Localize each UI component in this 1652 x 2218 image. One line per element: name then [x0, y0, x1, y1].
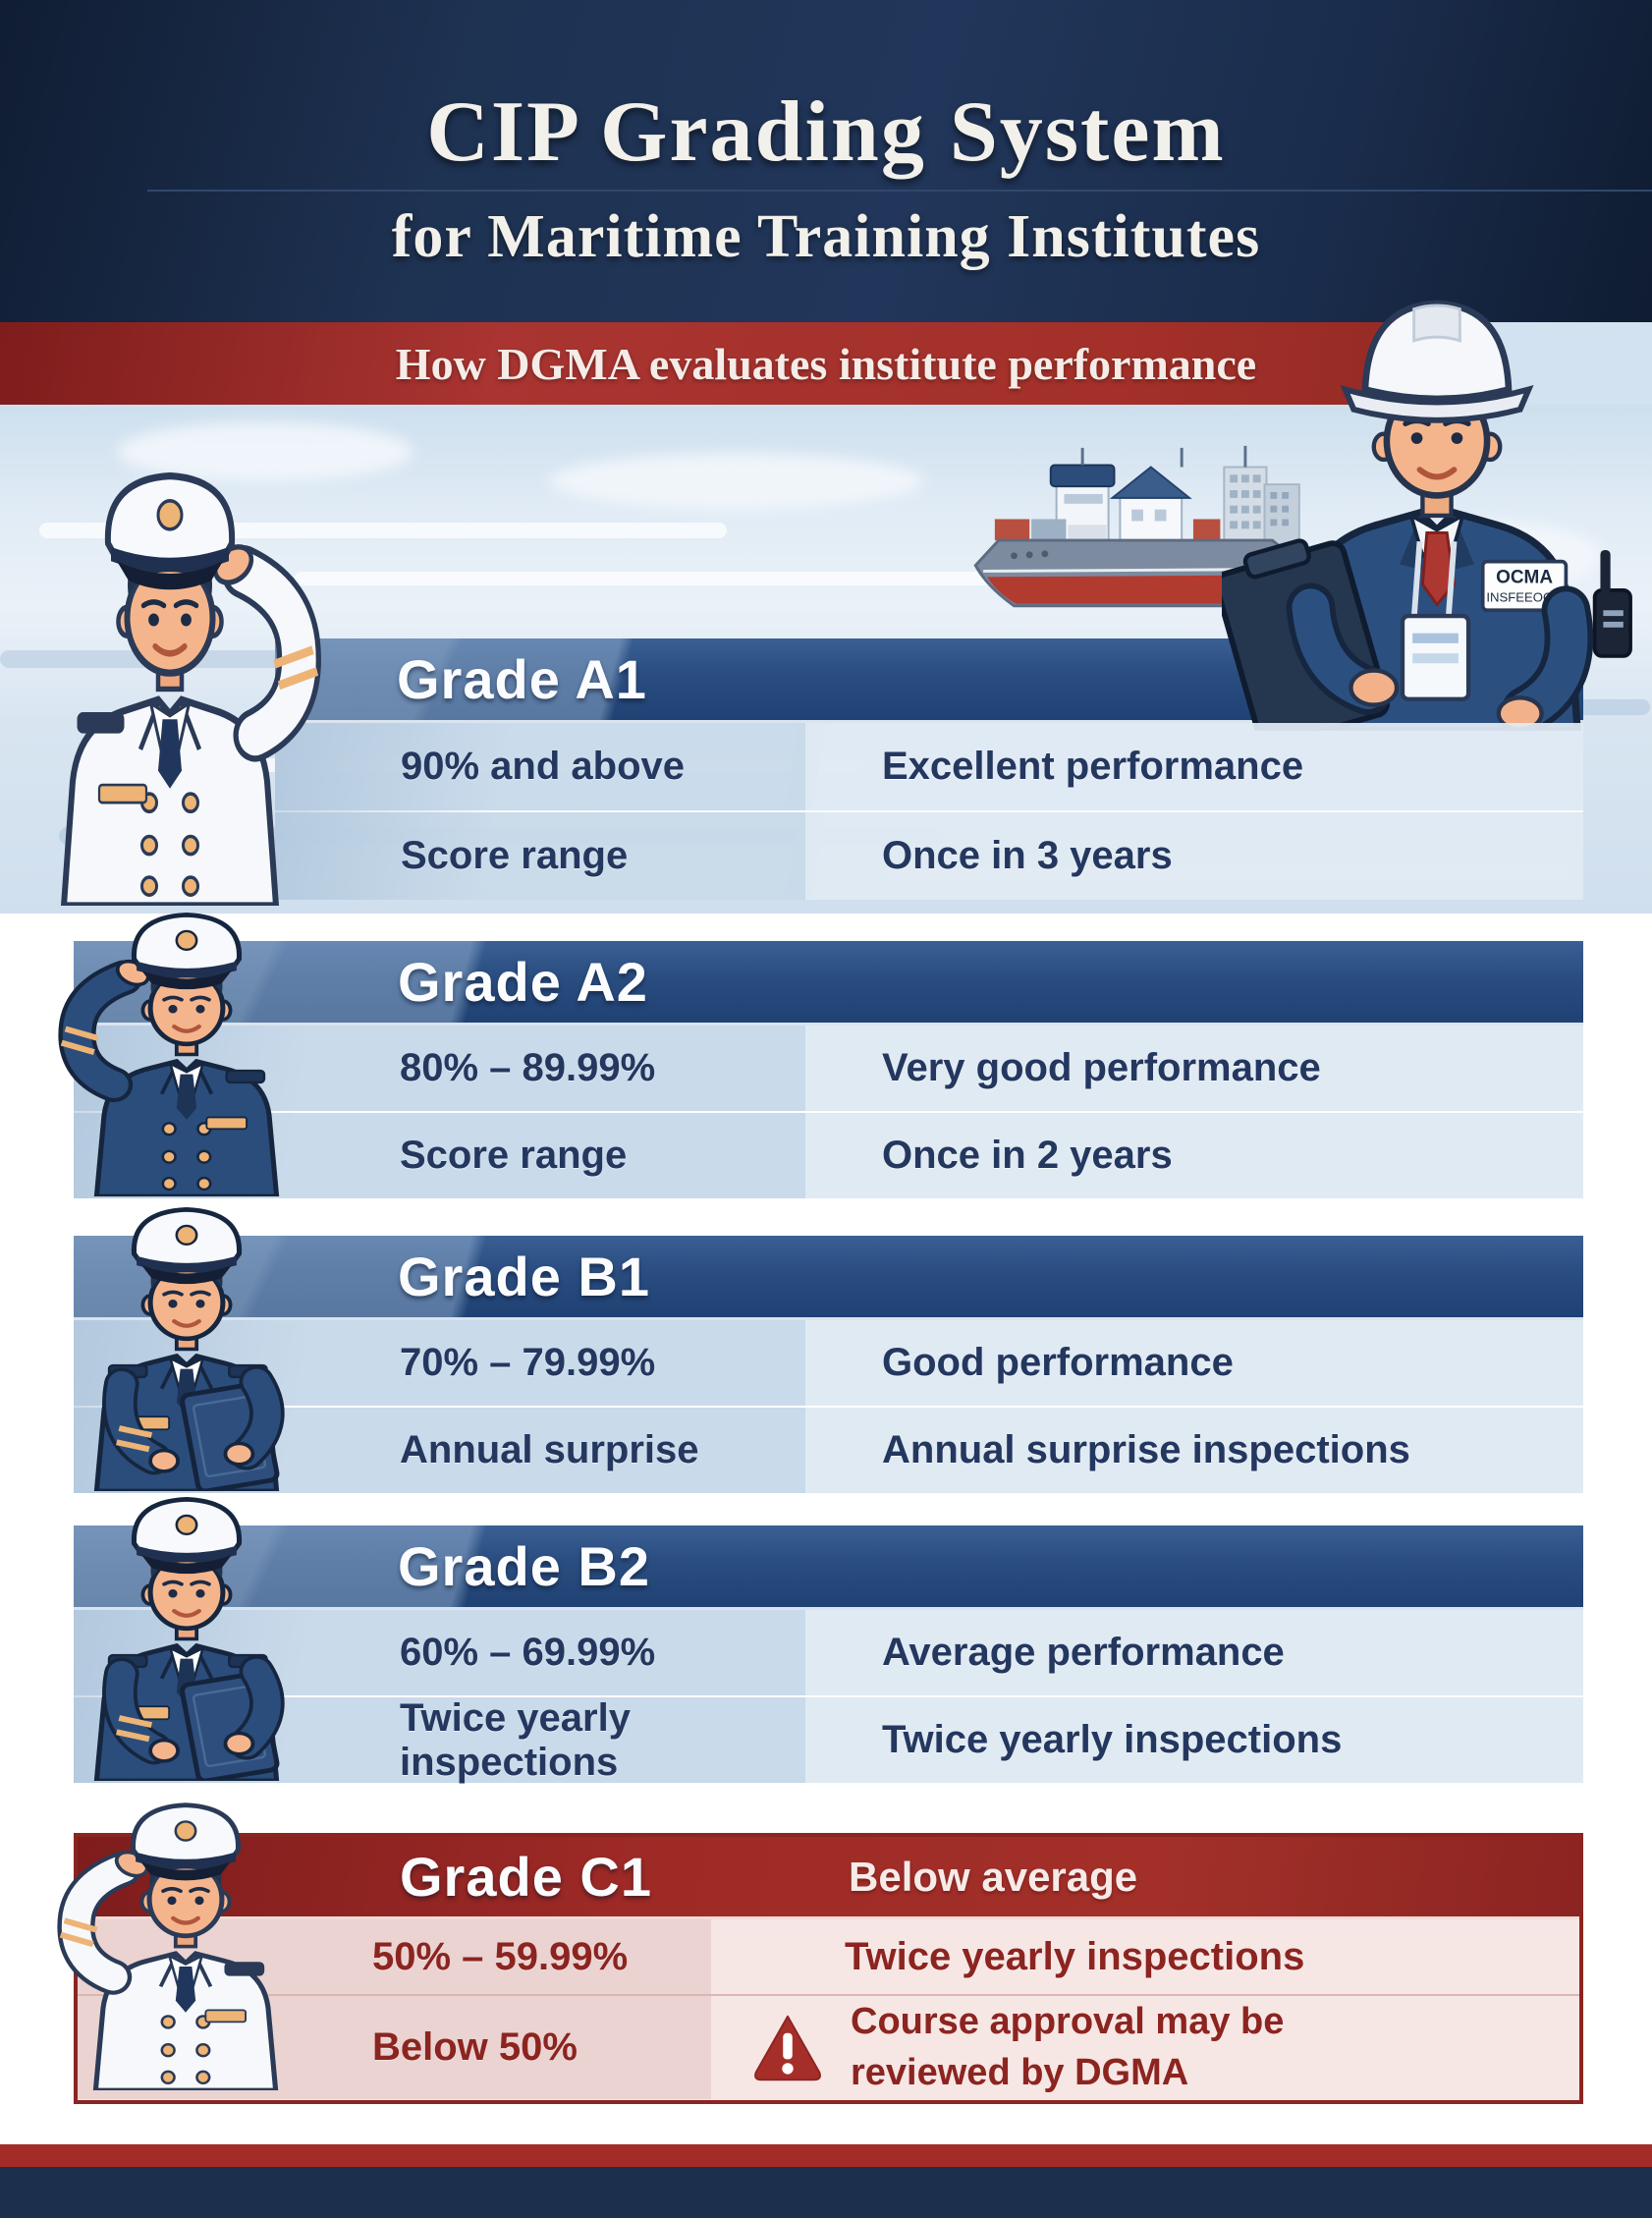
grade-c1-band: Grade C1 Below average 50% – 59.99% Twic…: [74, 1833, 1583, 2104]
grade-c1-title: Grade C1: [400, 1846, 652, 1908]
c1-row2-label: Below 50%: [372, 2025, 578, 2069]
a2-row2-label: Score range: [400, 1134, 628, 1177]
officer-b2-illustration: [49, 1478, 324, 1781]
b1-score: 70% – 79.99%: [400, 1341, 656, 1384]
grade-a1-band: Grade A1 90% and above Excellent perform…: [275, 638, 1583, 900]
page-title: CIP Grading System: [426, 84, 1226, 180]
c1-warning-text: Course approval may be reviewed by DGMA: [851, 2001, 1285, 2093]
harbor-scene: Grade A1 90% and above Excellent perform…: [0, 300, 1652, 914]
grade-b2-header: Grade B2: [74, 1525, 1583, 1610]
b2-score: 60% – 69.99%: [400, 1631, 656, 1674]
grade-b2-band: Grade B2 60% – 69.99% Average performanc…: [74, 1525, 1583, 1784]
captain-a1-illustration: [8, 444, 332, 906]
warning-icon: [754, 2015, 821, 2080]
svg-text:OCMA: OCMA: [1496, 568, 1553, 588]
grade-a2-title: Grade A2: [398, 951, 648, 1013]
svg-text:INSFEEOOR: INSFEEOOR: [1486, 590, 1562, 605]
c1-frequency: Twice yearly inspections: [845, 1934, 1305, 1978]
grade-b1-header: Grade B1: [74, 1236, 1583, 1320]
cloud-icon: [550, 454, 923, 509]
b1-row2-label: Annual surprise: [400, 1428, 699, 1471]
banner-text: How DGMA evaluates institute performance: [395, 338, 1257, 389]
grade-c1-header: Grade C1 Below average: [78, 1837, 1579, 1919]
officer-c1-illustration: [48, 1784, 323, 2090]
officer-a2-illustration: [49, 894, 324, 1196]
a1-row2-label: Score range: [401, 834, 629, 877]
footer-red-stripe: [0, 2144, 1652, 2167]
hard-hat-icon: [1340, 300, 1534, 423]
b1-frequency: Annual surprise inspections: [882, 1428, 1410, 1471]
c1-score: 50% – 59.99%: [372, 1934, 629, 1978]
c1-note: Below average: [849, 1853, 1138, 1900]
a2-performance: Very good performance: [882, 1046, 1321, 1089]
red-tie: [1420, 530, 1457, 607]
grade-b2-title: Grade B2: [398, 1535, 650, 1597]
walkie-talkie-icon: [1592, 549, 1632, 658]
grade-a1-title: Grade A1: [397, 648, 647, 710]
grade-a2-band: Grade A2 80% – 89.99% Very good performa…: [74, 941, 1583, 1198]
inspector-illustration: OCMA INSFEEOOR: [1222, 300, 1632, 731]
page-subtitle: for Maritime Training Institutes: [391, 203, 1261, 270]
table-row: Score range Once in 3 years: [275, 810, 1583, 900]
a1-frequency: Once in 3 years: [882, 834, 1173, 877]
b2-row2-label: Twice yearly inspections: [400, 1695, 631, 1784]
cloud-icon: [118, 422, 413, 481]
table-row: 90% and above Excellent performance: [275, 723, 1583, 810]
b2-frequency: Twice yearly inspections: [882, 1718, 1343, 1761]
b2-performance: Average performance: [882, 1631, 1285, 1674]
header: CIP Grading System for Maritime Training…: [0, 0, 1652, 322]
footer-navy-stripe: [0, 2167, 1652, 2218]
officer-b1-illustration: [49, 1189, 324, 1491]
a1-performance: Excellent performance: [882, 745, 1304, 788]
a1-score: 90% and above: [401, 745, 686, 788]
header-divider: [147, 190, 1652, 192]
grade-a2-header: Grade A2: [74, 941, 1583, 1026]
grade-b1-title: Grade B1: [398, 1246, 650, 1307]
table-row: 80% – 89.99% Very good performance: [74, 1026, 1583, 1111]
containers: [994, 519, 1221, 541]
a2-frequency: Once in 2 years: [882, 1134, 1173, 1177]
id-card: [1400, 613, 1471, 701]
grade-a1-rows: 90% and above Excellent performance Scor…: [275, 723, 1583, 900]
deckhouse: [1109, 447, 1192, 542]
grade-b1-band: Grade B1 70% – 79.99% Good performance A…: [74, 1236, 1583, 1493]
a2-score: 80% – 89.99%: [400, 1046, 656, 1089]
b1-performance: Good performance: [882, 1341, 1234, 1384]
table-row: 50% – 59.99% Twice yearly inspections: [78, 1919, 1579, 1994]
